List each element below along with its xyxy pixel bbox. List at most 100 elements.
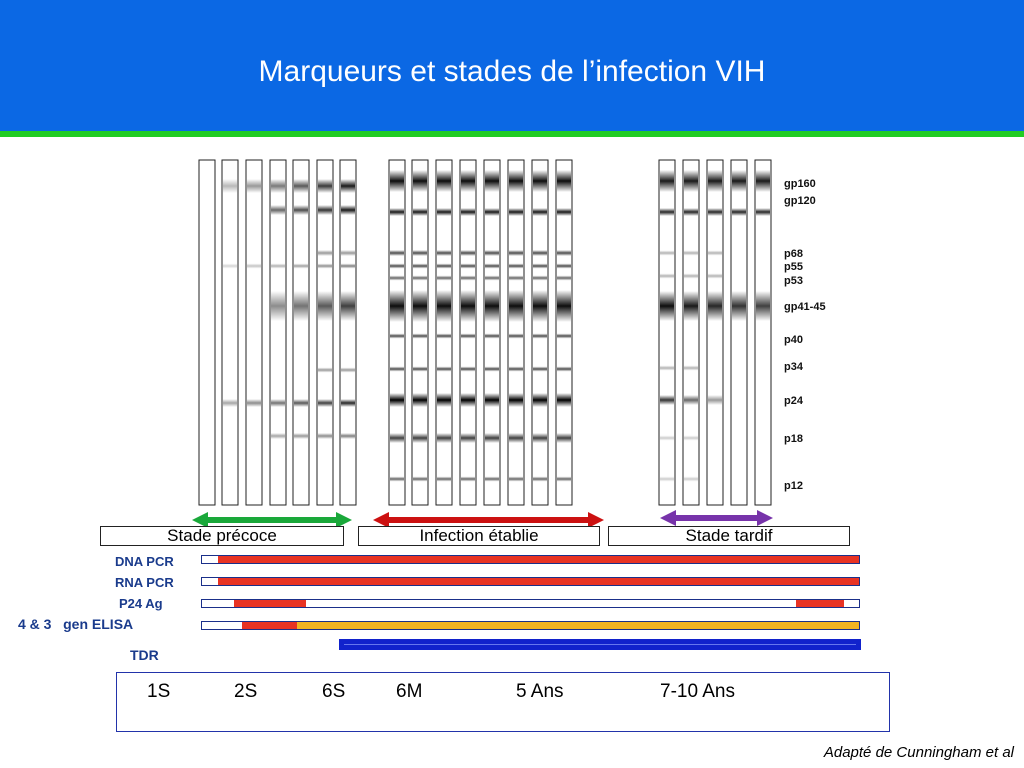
blot-strip-established-8: [555, 159, 573, 506]
blot-band-p24: [341, 399, 355, 407]
stage-established-box: Infection établie: [358, 526, 600, 546]
blot-band-gp160: [684, 170, 698, 192]
time-label-1s: 1S: [147, 681, 171, 702]
blot-band-p34: [684, 365, 698, 371]
test-label-rna-pcr: RNA PCR: [115, 575, 174, 590]
blot-band-gp41: [341, 291, 355, 321]
blot-band-gp120: [437, 208, 451, 216]
blot-band-p68: [318, 250, 332, 256]
blot-band-gp120: [533, 208, 547, 216]
blot-band-p68: [533, 250, 547, 256]
blot-strip-late-5: [754, 159, 772, 506]
blot-band-p34: [318, 367, 332, 373]
blot-band-p24: [557, 393, 571, 407]
blot-band-p68: [341, 250, 355, 256]
blot-band-gp41: [413, 290, 427, 322]
blot-band-gp160: [223, 179, 237, 193]
blot-band-gp160: [294, 179, 308, 193]
blot-strip-outline: [459, 159, 477, 506]
blot-band-p18: [437, 433, 451, 443]
blot-band-p55: [390, 263, 404, 269]
elisa-4th-gen-segment: [242, 622, 297, 629]
blot-band-p34: [533, 366, 547, 372]
rna-pcr-bar: [201, 577, 860, 586]
blot-band-p24: [461, 393, 475, 407]
band-label-p24: p24: [784, 395, 804, 407]
blot-band-p53: [660, 273, 674, 279]
blot-band-p55: [437, 263, 451, 269]
blot-band-gp41: [390, 290, 404, 322]
blot-band-p24: [413, 393, 427, 407]
blot-band-p18: [341, 433, 355, 439]
blot-band-gp120: [557, 208, 571, 216]
blot-strip-outline: [531, 159, 549, 506]
blot-band-gp41: [732, 291, 746, 321]
test-label-dna-pcr: DNA PCR: [115, 554, 174, 569]
blot-band-p18: [271, 433, 285, 439]
blot-band-gp41: [318, 291, 332, 321]
blot-strip-established-6: [507, 159, 525, 506]
stage-arrows: [192, 510, 773, 528]
blot-band-p55: [533, 263, 547, 269]
blot-band-p34: [509, 366, 523, 372]
blot-strip-established-1: [388, 159, 406, 506]
blot-band-gp41: [557, 290, 571, 322]
tdr-bar: [339, 639, 861, 650]
blot-band-p55: [557, 263, 571, 269]
blot-band-p68: [660, 250, 674, 256]
blot-band-gp160: [247, 179, 261, 193]
blot-band-gp41: [660, 291, 674, 321]
stage-late-box: Stade tardif: [608, 526, 850, 546]
blot-band-p40: [390, 333, 404, 339]
blot-band-gp120: [485, 208, 499, 216]
blot-band-p40: [485, 333, 499, 339]
blot-band-gp120: [271, 205, 285, 215]
blot-band-p18: [390, 433, 404, 443]
p24-late-positive-segment: [796, 600, 844, 607]
blot-band-p18: [557, 433, 571, 443]
blot-band-gp160: [341, 179, 355, 193]
blot-strip-outline: [730, 159, 748, 506]
blot-band-p55: [223, 263, 237, 269]
blot-strip-outline: [339, 159, 357, 506]
blot-band-p18: [485, 433, 499, 443]
blot-band-gp120: [461, 208, 475, 216]
blot-band-p34: [660, 365, 674, 371]
blot-band-p24: [294, 399, 308, 407]
blot-band-gp160: [461, 170, 475, 192]
blot-band-p24: [533, 393, 547, 407]
band-label-gp160: gp160: [784, 178, 816, 190]
blot-band-p55: [341, 263, 355, 269]
blot-band-gp41: [485, 290, 499, 322]
blot-band-p55: [509, 263, 523, 269]
blot-band-p34: [437, 366, 451, 372]
blot-strip-early-4: [269, 159, 287, 506]
blot-band-p24: [708, 395, 722, 405]
blot-strip-outline: [754, 159, 772, 506]
blot-band-gp160: [660, 170, 674, 192]
band-label-p18: p18: [784, 433, 803, 445]
blot-strip-outline: [388, 159, 406, 506]
stage-late-arrow: [660, 510, 773, 526]
band-label-p12: p12: [784, 480, 803, 492]
blot-band-p40: [413, 333, 427, 339]
blot-band-gp41: [684, 291, 698, 321]
blot-band-p34: [485, 366, 499, 372]
blot-band-gp41: [533, 290, 547, 322]
blot-strip-outline: [269, 159, 287, 506]
blot-band-gp160: [437, 170, 451, 192]
stage-early-box: Stade précoce: [100, 526, 344, 546]
blot-band-p55: [294, 263, 308, 269]
blot-band-gp41: [756, 291, 770, 321]
blot-band-p68: [509, 250, 523, 256]
stage-established-arrow: [373, 512, 604, 528]
blot-band-gp41: [271, 291, 285, 321]
blot-band-p68: [684, 250, 698, 256]
blot-strip-established-3: [435, 159, 453, 506]
blot-band-gp120: [509, 208, 523, 216]
blot-strip-outline: [221, 159, 239, 506]
blot-band-p40: [509, 333, 523, 339]
blot-band-p12: [390, 476, 404, 482]
blot-band-gp41: [708, 291, 722, 321]
